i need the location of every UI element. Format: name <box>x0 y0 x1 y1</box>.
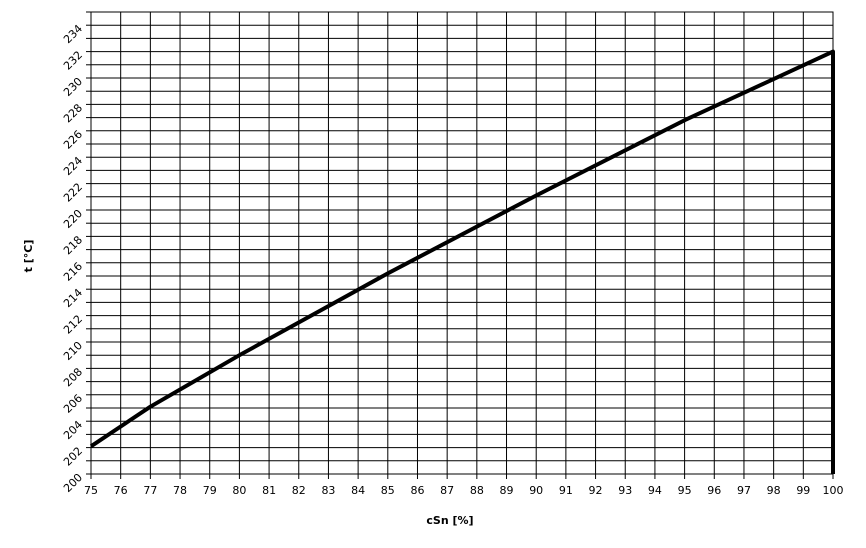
y-tick-label: 212 <box>61 313 85 337</box>
x-tick-label: 99 <box>796 484 810 497</box>
x-tick-label: 80 <box>232 484 246 497</box>
x-tick-label: 91 <box>559 484 573 497</box>
y-tick-label: 206 <box>61 392 85 416</box>
x-tick-label: 92 <box>589 484 603 497</box>
x-tick-label: 84 <box>351 484 365 497</box>
y-tick-label: 214 <box>61 286 85 310</box>
y-tick-label: 218 <box>61 233 85 257</box>
x-tick-label: 77 <box>143 484 157 497</box>
x-tick-label: 100 <box>823 484 844 497</box>
y-tick-label: 204 <box>61 418 85 442</box>
x-tick-label: 78 <box>173 484 187 497</box>
y-tick-label: 200 <box>61 471 85 495</box>
y-tick-label: 230 <box>61 75 85 99</box>
x-tick-label: 97 <box>737 484 751 497</box>
x-tick-label: 86 <box>410 484 424 497</box>
y-tick-label: 224 <box>61 154 85 178</box>
x-tick-label: 76 <box>114 484 128 497</box>
x-tick-label: 96 <box>707 484 721 497</box>
x-axis-label: cSn [%] <box>426 514 473 527</box>
x-tick-label: 94 <box>648 484 662 497</box>
x-tick-label: 98 <box>767 484 781 497</box>
y-tick-label: 210 <box>61 339 85 363</box>
x-tick-label: 95 <box>678 484 692 497</box>
x-tick-label: 81 <box>262 484 276 497</box>
y-tick-label: 208 <box>61 365 85 389</box>
x-tick-label: 79 <box>203 484 217 497</box>
x-tick-label: 85 <box>381 484 395 497</box>
y-tick-label: 220 <box>61 207 85 231</box>
x-tick-label: 83 <box>321 484 335 497</box>
y-tick-label: 232 <box>61 49 85 73</box>
x-tick-label: 93 <box>618 484 632 497</box>
y-axis-label: t [°C] <box>22 240 35 273</box>
x-tick-label: 87 <box>440 484 454 497</box>
plot-frame <box>90 11 834 475</box>
x-tick-label: 75 <box>84 484 98 497</box>
y-tick-label: 222 <box>61 181 85 205</box>
y-tick-label: 202 <box>61 445 85 469</box>
data-line <box>89 49 835 474</box>
y-tick-label: 228 <box>61 101 85 125</box>
x-tick-label: 89 <box>500 484 514 497</box>
x-tick-label: 90 <box>529 484 543 497</box>
x-tick-label: 82 <box>292 484 306 497</box>
y-tick-label: 226 <box>61 128 85 152</box>
y-tick-label: 216 <box>61 260 85 284</box>
y-tick-label: 234 <box>61 22 85 46</box>
x-tick-label: 88 <box>470 484 484 497</box>
